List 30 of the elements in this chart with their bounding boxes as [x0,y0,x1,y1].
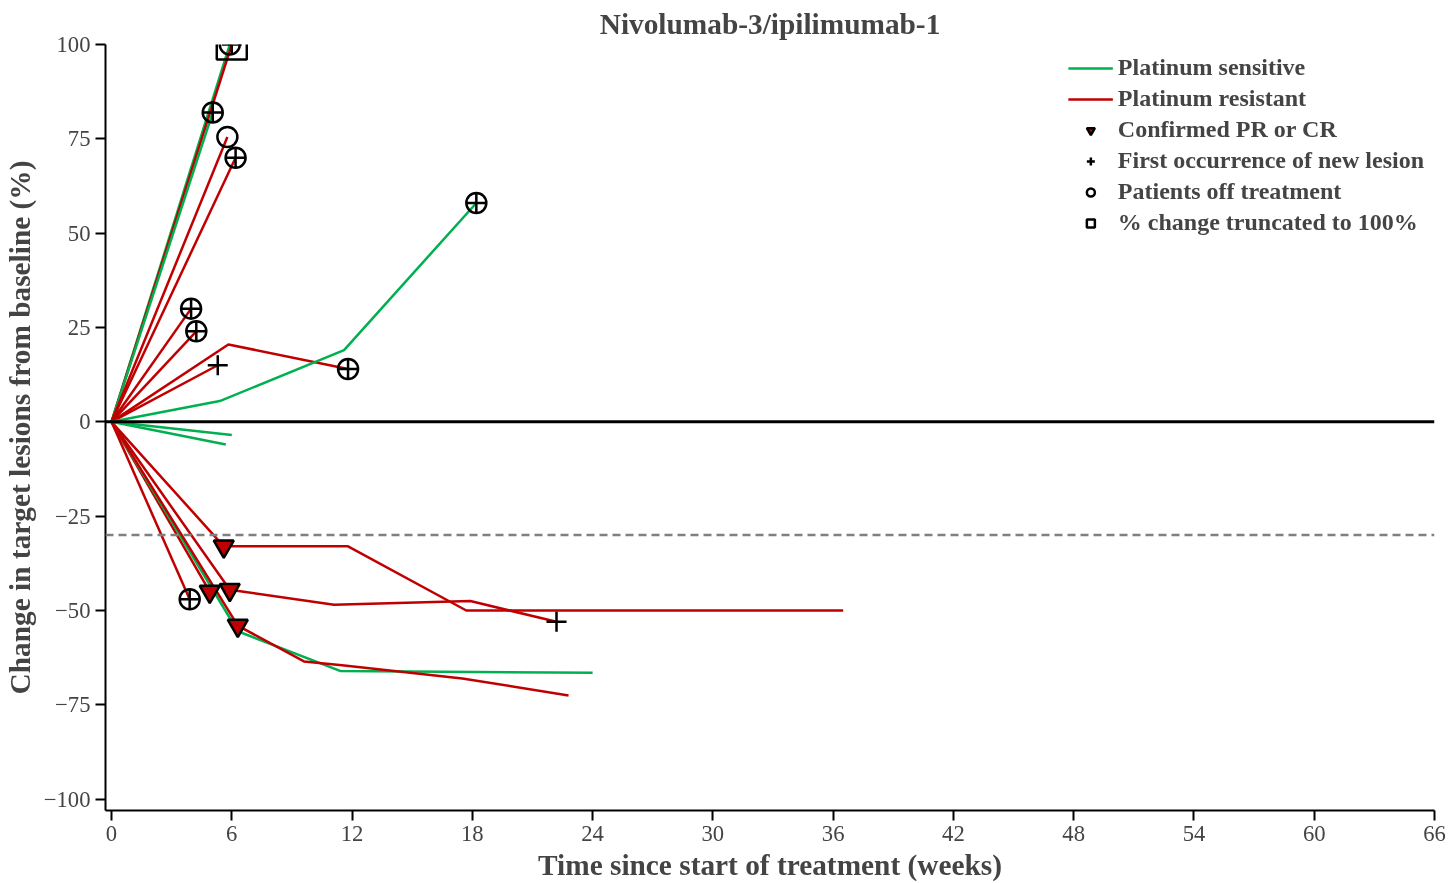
y-tick-label: −100 [43,786,91,812]
legend-label: Platinum resistant [1117,85,1307,112]
x-tick-label: 66 [1423,820,1446,846]
x-tick-label: 54 [1182,820,1206,846]
x-tick-label: 48 [1062,820,1086,846]
chart-title: Nivolumab-3/ipilimumab-1 [599,7,941,40]
y-tick-label: 0 [79,409,91,435]
y-tick-label: −75 [55,692,91,718]
legend-label: First occurrence of new lesion [1117,147,1424,174]
legend-label: Confirmed PR or CR [1117,116,1337,143]
y-tick-label: 75 [67,126,91,152]
y-tick-label: −25 [55,503,91,529]
y-tick-label: −50 [55,598,91,624]
x-tick-label: 42 [942,820,965,846]
y-tick-label: 25 [67,315,91,340]
x-tick-label: 0 [105,820,118,846]
legend-label: % change truncated to 100% [1117,209,1418,236]
x-axis-title: Time since start of treatment (weeks) [538,848,1002,882]
x-tick-label: 12 [340,820,364,846]
legend-label: Patients off treatment [1117,178,1342,205]
x-tick-label: 24 [581,820,604,846]
x-tick-label: 18 [461,820,484,846]
x-tick-label: 36 [821,820,845,846]
legend-label: Platinum sensitive [1117,54,1306,81]
y-tick-label: 50 [67,220,91,246]
y-tick-label: 100 [56,32,91,57]
x-tick-label: 30 [701,820,725,846]
y-axis-title: Change in target lesions from baseline (%) [3,160,37,695]
x-tick-label: 60 [1302,820,1326,846]
x-tick-label: 6 [226,820,238,846]
